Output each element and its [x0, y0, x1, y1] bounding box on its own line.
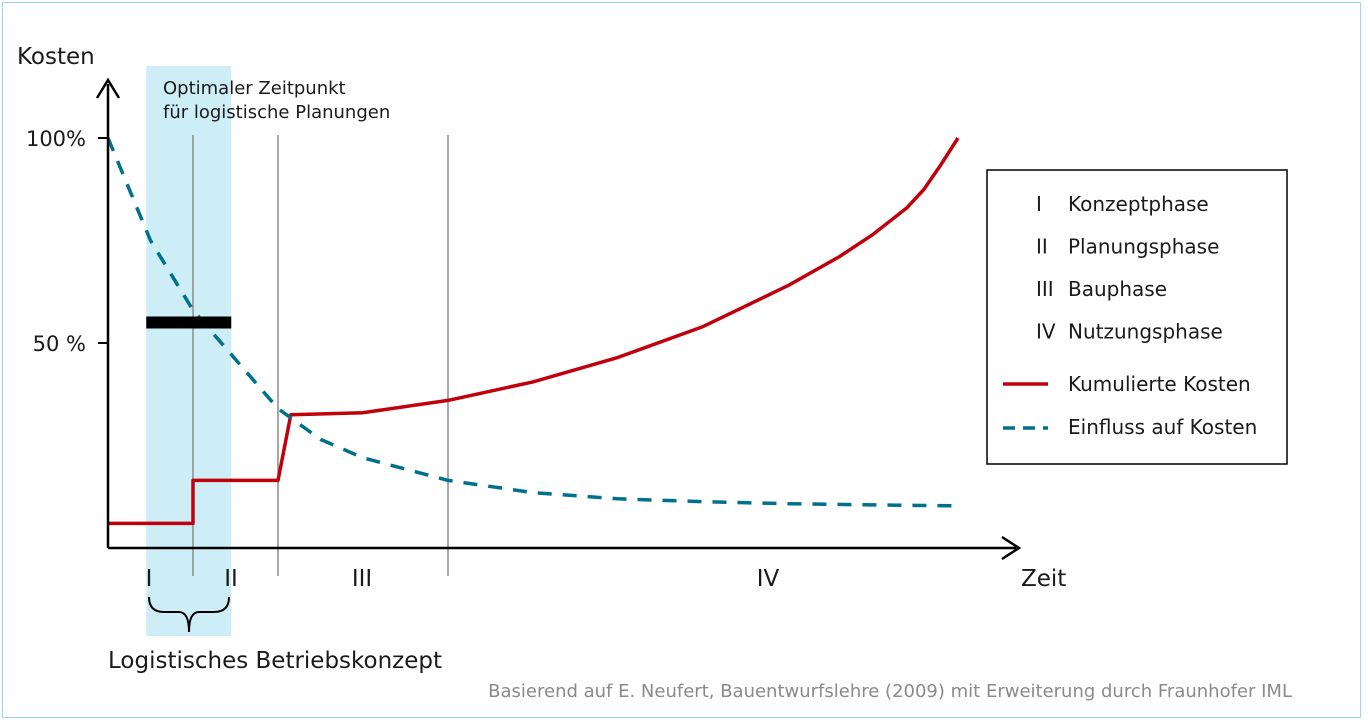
concept-brace [148, 596, 230, 633]
legend-phase-label-2: Planungsphase [1068, 235, 1219, 259]
y-axis-label: Kosten [17, 44, 95, 70]
y-tick-label-2: 50 % [33, 332, 86, 356]
brace-label: Logistisches Betriebskonzept [108, 648, 442, 674]
legend-phase-label-3: Bauphase [1068, 277, 1167, 301]
legend-numeral-2: II [1036, 235, 1048, 259]
phase-label-iii: III [352, 566, 372, 592]
x-axis-label: Zeit [1021, 566, 1066, 592]
source-note: Basierend auf E. Neufert, Bauentwurfsleh… [488, 681, 1292, 702]
phase-label-iv: IV [757, 566, 780, 592]
y-tick-label-1: 100% [26, 127, 86, 151]
optimal-timing-marker [146, 316, 232, 329]
legend-numeral-4: IV [1036, 320, 1056, 344]
legend-series-label-1: Kumulierte Kosten [1068, 372, 1251, 396]
series-influence-line [106, 137, 959, 508]
legend-box [986, 169, 1288, 465]
highlight-label-line-2: für logistische Planungen [163, 102, 390, 123]
phase-label-i: I [146, 566, 153, 592]
x-axis-arrow [1001, 535, 1022, 561]
optimal-timing-band [146, 66, 232, 636]
legend-phase-label-1: Konzeptphase [1068, 192, 1209, 216]
legend-numeral-3: III [1036, 277, 1054, 301]
phase-label-ii: II [224, 566, 238, 592]
legend-phase-label-4: Nutzungsphase [1068, 320, 1223, 344]
legend-series-label-2: Einfluss auf Kosten [1068, 415, 1257, 439]
y-axis-arrow [95, 77, 121, 99]
legend-numeral-1: I [1036, 192, 1042, 216]
series-cumulative-cost-line [108, 137, 960, 526]
highlight-label-line-1: Optimaler Zeitpunkt [163, 78, 346, 99]
